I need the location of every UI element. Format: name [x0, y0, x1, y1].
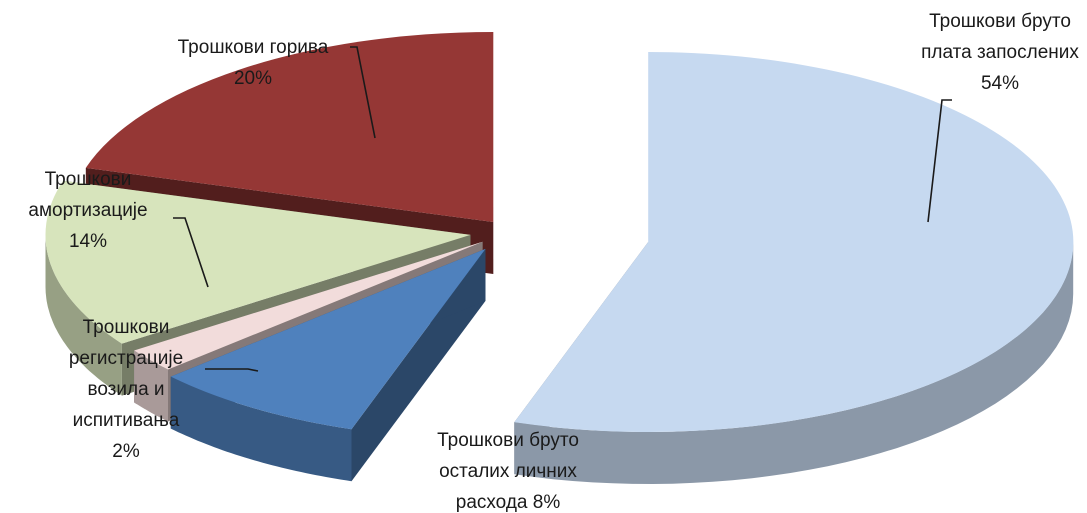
- slice-label: Трошкови регистрације возила и испитивања 2%: [69, 317, 183, 462]
- pie-slice-side: [170, 376, 352, 482]
- leader-lines: [173, 46, 952, 372]
- pie-slice-side: [514, 242, 1074, 484]
- slice-label-line: регистрације: [69, 348, 183, 369]
- slice-label: Трошкови горива 20%: [178, 37, 329, 89]
- slice-label-line: 2%: [112, 441, 140, 462]
- slice-label-line: Трошкови бруто: [929, 11, 1071, 32]
- slice-label: Трошкови бруто осталих личних расхода 8%: [437, 430, 579, 513]
- pie-slices: [45, 32, 1074, 484]
- pie-slice-top: [134, 241, 483, 370]
- slice-labels: Трошкови бруто плата запослених 54%Трошков…: [28, 11, 1079, 513]
- slice-label: Трошкови амортизације 14%: [28, 169, 147, 252]
- pie-slice-top: [514, 51, 1074, 432]
- pie-slice-top: [85, 32, 494, 222]
- pie-slice: [514, 51, 1074, 484]
- leader-line: [350, 46, 376, 139]
- slice-label-line: Трошкови: [83, 317, 170, 338]
- slice-label-line: Трошкови горива: [178, 37, 329, 58]
- slice-label-line: 20%: [234, 68, 272, 89]
- pie-slice-top: [170, 248, 486, 430]
- slice-label-line: расхода 8%: [456, 492, 561, 513]
- slice-label-line: амортизације: [28, 200, 147, 221]
- leader-line: [927, 99, 952, 223]
- pie-slice-side: [45, 234, 122, 396]
- slice-label-line: возила и: [87, 379, 164, 400]
- slice-label: Трошкови бруто плата запослених 54%: [921, 11, 1079, 94]
- leader-line: [205, 368, 259, 372]
- leader-line: [173, 217, 209, 288]
- slice-label-line: Трошкови бруто: [437, 430, 579, 451]
- slice-label-line: плата запослених: [921, 42, 1079, 63]
- slice-label-line: Трошкови: [45, 169, 132, 190]
- slice-label-line: осталих личних: [439, 461, 577, 482]
- slice-label-line: испитивања: [73, 410, 180, 431]
- pie-slice-side: [134, 350, 168, 422]
- slice-label-line: 14%: [69, 231, 107, 252]
- slice-label-line: 54%: [981, 73, 1019, 94]
- pie-slice-top: [45, 180, 471, 344]
- pie-slice: [170, 248, 486, 482]
